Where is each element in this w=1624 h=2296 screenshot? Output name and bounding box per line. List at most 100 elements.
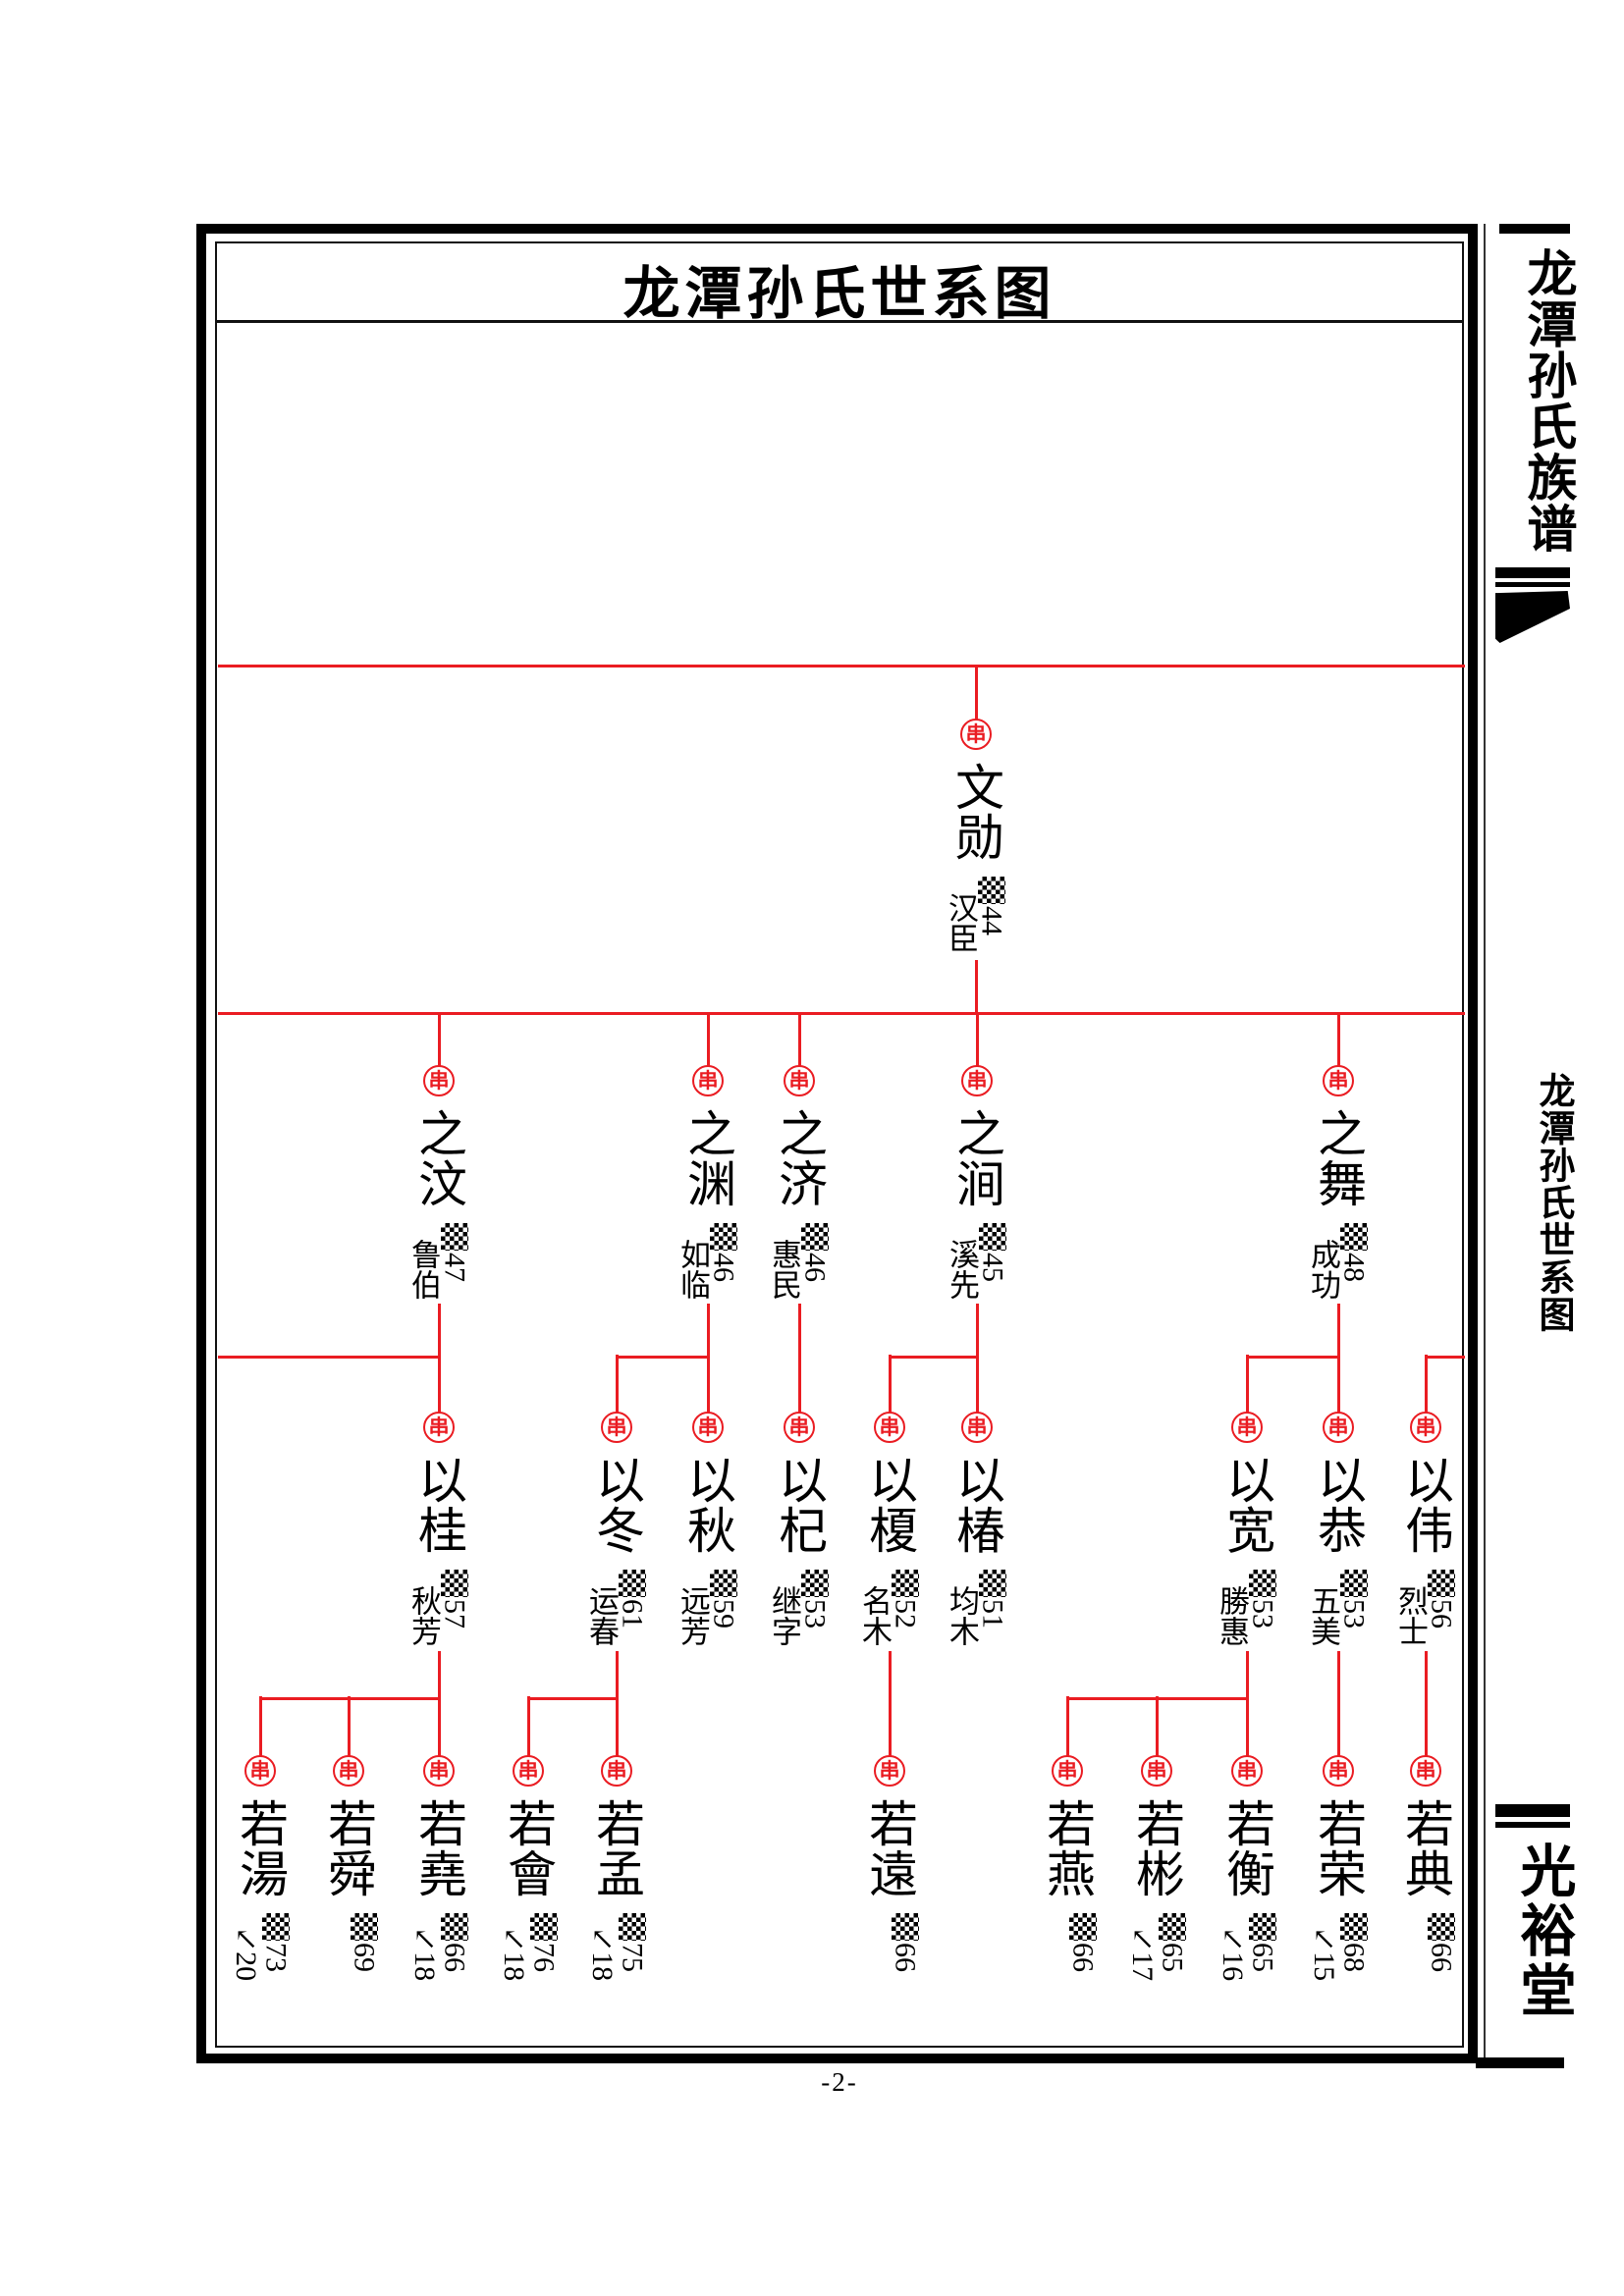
- person-details: 66: [859, 1913, 922, 1972]
- redacted-block: [1339, 1570, 1368, 1597]
- person-details-left: [1395, 1913, 1426, 1972]
- chart-title: 龙潭孙氏世系图: [623, 260, 1056, 327]
- generation-number: 66: [1066, 1943, 1100, 1972]
- chart-frame-outer: [196, 224, 1478, 2063]
- tree-line-horizontal: [218, 1355, 439, 1359]
- tree-line-vertical: [615, 1355, 619, 1419]
- person-details-left: [859, 1913, 890, 1972]
- tree-line-horizontal: [218, 1011, 1465, 1015]
- person-details: 远芳 59: [676, 1570, 740, 1646]
- tree-line-vertical: [1336, 1696, 1340, 1763]
- courtesy-name: 惠民: [767, 1239, 801, 1300]
- tree-line-vertical: [437, 1013, 441, 1073]
- seal-icon: 串: [961, 1065, 993, 1096]
- tree-line-vertical: [888, 1651, 892, 1700]
- person-details-left: 继字: [767, 1570, 801, 1646]
- redacted-block: [1248, 1570, 1276, 1597]
- person-details-left: 运春: [584, 1570, 619, 1646]
- person-name: 若燕: [1040, 1798, 1095, 1898]
- person-details: ↙18 66: [408, 1913, 471, 1981]
- redacted-block: [440, 1223, 468, 1251]
- person-node: 串以椿 均木 51: [945, 1412, 1009, 1646]
- tree-line-vertical: [797, 1304, 801, 1419]
- tree-line-vertical: [1155, 1696, 1159, 1763]
- person-name: 之济: [772, 1108, 827, 1208]
- redacted-block: [891, 1570, 919, 1597]
- person-name: 以冬: [589, 1455, 644, 1555]
- person-node: 串若孟 ↙18 75: [586, 1755, 649, 1981]
- redacted-block: [618, 1913, 646, 1941]
- person-details-left: ↙16: [1217, 1913, 1249, 1982]
- continuation-ref: ↙16: [1217, 1927, 1249, 1982]
- person-name: 若荣: [1311, 1798, 1366, 1898]
- person-details-left: ↙20: [230, 1913, 262, 1981]
- continuation-ref: ↙17: [1126, 1927, 1159, 1982]
- person-node: 串之济 惠民 46: [767, 1065, 832, 1300]
- person-node: 串之舞 成功 48: [1306, 1065, 1371, 1300]
- tree-line-vertical: [1245, 1651, 1249, 1700]
- person-details-left: ↙18: [498, 1913, 530, 1981]
- courtesy-name: 远芳: [676, 1585, 710, 1646]
- courtesy-name: 如临: [676, 1239, 710, 1300]
- redacted-block: [440, 1570, 468, 1597]
- redacted-block: [978, 1570, 1006, 1597]
- tree-line-horizontal: [1426, 1355, 1465, 1359]
- person-details: 烈士 56: [1393, 1570, 1458, 1646]
- person-details-left: 秋芳: [406, 1570, 441, 1646]
- seal-icon: 串: [960, 719, 992, 750]
- tree-line-vertical: [1336, 1651, 1340, 1700]
- person-details: ↙18 75: [586, 1913, 649, 1981]
- person-details-left: 烈士: [1393, 1570, 1428, 1646]
- redacted-block: [800, 1570, 829, 1597]
- tree-line-vertical: [437, 1651, 441, 1700]
- generation-number: 66: [889, 1943, 922, 1972]
- person-name: 之渊: [680, 1108, 735, 1208]
- redacted-block: [978, 1223, 1006, 1251]
- person-details-right: 75: [617, 1913, 649, 1981]
- person-name: 之涧: [949, 1108, 1004, 1208]
- person-details: 继字 53: [767, 1570, 832, 1646]
- seal-icon: 串: [423, 1755, 455, 1787]
- seal-icon: 串: [1052, 1755, 1083, 1787]
- tree-line-vertical: [437, 1355, 441, 1419]
- generation-number: 57: [438, 1599, 471, 1629]
- person-name: 以恭: [1311, 1455, 1366, 1555]
- person-details: 鲁伯 47: [406, 1223, 471, 1300]
- person-details-right: 69: [349, 1913, 381, 1972]
- tree-line-vertical: [1336, 1304, 1340, 1419]
- redacted-block: [1339, 1913, 1368, 1941]
- seal-icon: 串: [1410, 1412, 1441, 1443]
- sidebar-bottom-bar: [1476, 2057, 1564, 2068]
- tree-line-vertical: [1245, 1355, 1249, 1419]
- tree-line-vertical: [975, 1304, 979, 1419]
- courtesy-name: 均木: [945, 1585, 979, 1646]
- person-details: 秋芳 57: [406, 1570, 471, 1646]
- generation-number: 46: [707, 1253, 740, 1282]
- generation-number: 65: [1156, 1943, 1189, 1972]
- person-details: 均木 51: [945, 1570, 1009, 1646]
- courtesy-name: 鲁伯: [406, 1239, 441, 1300]
- continuation-ref: ↙15: [1308, 1927, 1340, 1982]
- person-name: 若舜: [321, 1798, 376, 1898]
- generation-number: 46: [798, 1253, 832, 1282]
- seal-icon: 串: [1323, 1755, 1354, 1787]
- person-node: 串文勋 汉臣 44: [944, 719, 1008, 953]
- person-details-left: 成功: [1306, 1223, 1340, 1300]
- title-separator: [217, 320, 1462, 323]
- tree-line-vertical: [706, 1013, 710, 1073]
- seal-icon: 串: [784, 1412, 815, 1443]
- person-details-left: ↙18: [408, 1913, 441, 1981]
- person-node: 串以桂 秋芳 57: [406, 1412, 471, 1646]
- sidebar-hall-bar-1: [1495, 1804, 1570, 1817]
- person-details-left: 惠民: [767, 1223, 801, 1300]
- person-details: 69: [318, 1913, 381, 1972]
- person-node: 串若燕 66: [1037, 1755, 1100, 1972]
- redacted-block: [1427, 1913, 1455, 1941]
- seal-icon: 串: [961, 1412, 993, 1443]
- courtesy-name: 汉臣: [944, 892, 978, 953]
- person-node: 串若衡 ↙16 65: [1217, 1755, 1279, 1982]
- tree-line-horizontal: [218, 664, 1465, 667]
- seal-icon: 串: [1141, 1755, 1172, 1787]
- seal-icon: 串: [1323, 1412, 1354, 1443]
